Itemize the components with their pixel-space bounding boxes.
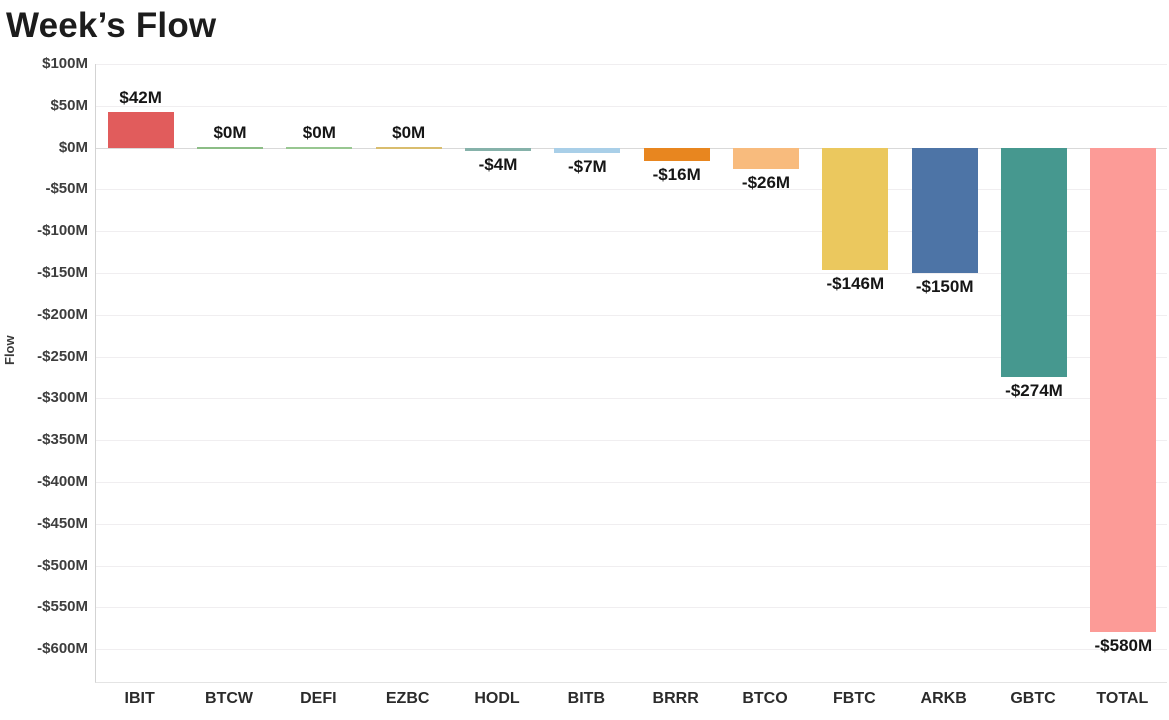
bar-gbtc bbox=[1001, 147, 1067, 377]
y-tick-label: -$150M bbox=[37, 264, 88, 281]
bar-value-label-fbtc: -$146M bbox=[826, 273, 885, 293]
bar-value-label-ibit: $42M bbox=[119, 88, 162, 108]
bar-hodl bbox=[465, 147, 531, 151]
gridline bbox=[96, 314, 1167, 316]
y-tick-label: -$550M bbox=[37, 598, 88, 616]
bar-arkb bbox=[911, 147, 978, 273]
x-tick-label-brrr: BRRR bbox=[652, 690, 699, 707]
x-tick-label-btco: BTCO bbox=[742, 690, 788, 707]
x-tick-label-total: TOTAL bbox=[1096, 690, 1149, 707]
x-tick-label-ibit: IBIT bbox=[124, 690, 155, 707]
bar-bitb bbox=[554, 147, 621, 154]
x-tick-label-fbtc: FBTC bbox=[833, 690, 876, 707]
gridline bbox=[96, 64, 1167, 65]
y-tick-label: -$250M bbox=[37, 347, 88, 365]
bar-total bbox=[1090, 147, 1157, 633]
y-tick-label: -$100M bbox=[37, 222, 88, 240]
gridline bbox=[96, 607, 1167, 609]
bar-ibit bbox=[107, 112, 174, 148]
gridline bbox=[96, 356, 1167, 358]
y-tick-label: -$200M bbox=[37, 305, 88, 323]
x-tick-label-arkb: ARKB bbox=[920, 690, 967, 707]
bar-ezbc bbox=[375, 146, 442, 150]
gridline bbox=[96, 189, 1167, 191]
zero-gridline bbox=[96, 147, 1167, 149]
gridline bbox=[96, 273, 1167, 274]
plot-area: $42M $0M $0M $0M -$4M -$7M -$16M -$26M -$146M -$1… bbox=[95, 64, 1167, 683]
gridline bbox=[96, 523, 1167, 525]
y-tick-label: -$50M bbox=[45, 180, 88, 198]
bar-value-label-btcw: $0M bbox=[213, 122, 247, 142]
bar-value-label-btco: -$26M bbox=[741, 173, 791, 193]
bar-value-label-gbtc: -$274M bbox=[1005, 380, 1063, 400]
x-tick-label-defi: DEFI bbox=[300, 690, 337, 707]
y-tick-label: $0M bbox=[58, 138, 88, 156]
gridline bbox=[96, 231, 1167, 233]
bar-value-label-total: -$580M bbox=[1094, 636, 1153, 656]
x-tick-label-bitb: BITB bbox=[567, 690, 605, 707]
y-tick-label: -$400M bbox=[37, 473, 88, 490]
x-tick-label-ezbc: EZBC bbox=[385, 690, 430, 707]
gridline bbox=[96, 649, 1167, 651]
gridline bbox=[96, 105, 1167, 107]
y-tick-label: -$350M bbox=[37, 431, 88, 449]
gridline bbox=[96, 565, 1167, 567]
gridline bbox=[96, 482, 1167, 483]
y-tick-label: -$600M bbox=[37, 640, 88, 658]
y-tick-label: -$450M bbox=[37, 514, 88, 532]
bar-btco bbox=[733, 147, 799, 170]
bar-value-label-defi: $0M bbox=[302, 122, 336, 142]
bar-brrr bbox=[643, 147, 710, 161]
x-tick-label-btcw: BTCW bbox=[205, 690, 253, 707]
bar-btcw bbox=[197, 146, 263, 150]
gridline bbox=[96, 398, 1167, 400]
bar-value-label-hodl: -$4M bbox=[478, 154, 518, 174]
x-tick-label-hodl: HODL bbox=[474, 690, 520, 707]
gridline bbox=[96, 440, 1167, 442]
bar-fbtc bbox=[822, 147, 889, 270]
chart-title: Week’s Flow bbox=[6, 6, 217, 45]
y-tick-label: -$300M bbox=[37, 389, 88, 407]
x-tick-label-gbtc: GBTC bbox=[1010, 690, 1056, 707]
bar-value-label-ezbc: $0M bbox=[392, 122, 426, 142]
bar-defi bbox=[286, 146, 353, 150]
y-tick-label: $50M bbox=[50, 96, 88, 114]
bar-value-label-bitb: -$7M bbox=[567, 157, 607, 177]
bar-value-label-brrr: -$16M bbox=[652, 164, 701, 184]
bar-value-label-arkb: -$150M bbox=[915, 277, 974, 296]
y-tick-label: $100M bbox=[42, 55, 88, 72]
y-tick-label: -$500M bbox=[37, 556, 88, 574]
